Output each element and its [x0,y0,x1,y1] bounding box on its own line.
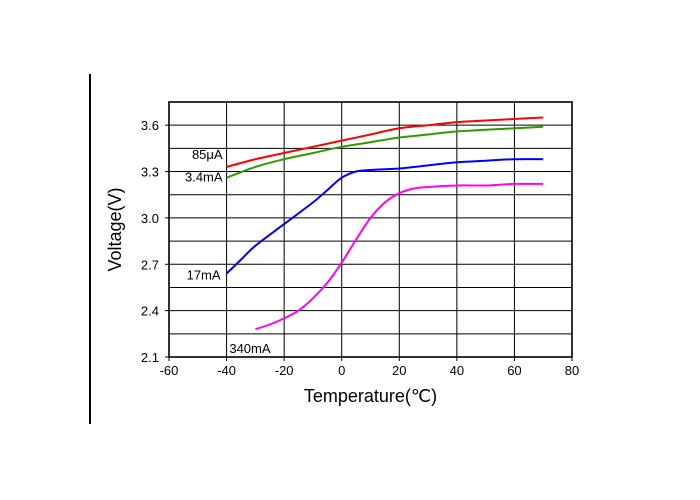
left-border-rule [89,74,91,424]
x-axis-title: Temperature(℃) [304,386,437,406]
series-line [225,158,544,275]
y-tick-label: 3.3 [141,165,159,180]
plot-frame [168,101,573,358]
y-tick-labels: 2.1 2.4 2.7 3.0 3.3 3.6 [141,118,159,365]
y-tick-label: 2.1 [141,350,159,365]
series-label: 17mA [187,268,221,283]
x-tick-labels: -60 -40 -20 0 20 40 60 80 [160,363,580,378]
grid [165,102,573,361]
series-labels: 85μA 3.4mA 17mA 340mA [185,147,271,356]
x-tick-label: -40 [217,363,236,378]
series-label: 3.4mA [185,170,223,185]
x-tick-label: 0 [338,363,345,378]
x-tick-label: 40 [450,363,464,378]
x-tick-label: 20 [392,363,406,378]
y-tick-label: 2.7 [141,257,159,272]
y-tick-label: 3.6 [141,118,159,133]
series-line [226,125,544,179]
series-label: 340mA [229,341,271,356]
y-tick-label: 2.4 [141,304,159,319]
x-tick-label: -20 [275,363,294,378]
series-line [226,116,544,168]
series-label: 85μA [192,147,223,162]
x-tick-label: 60 [507,363,521,378]
series-lines [225,116,544,331]
x-tick-label: 80 [565,363,579,378]
series-line [255,182,544,331]
y-tick-label: 3.0 [141,211,159,226]
y-axis-title: Voltage(V) [105,187,125,271]
x-tick-label: -60 [160,363,179,378]
